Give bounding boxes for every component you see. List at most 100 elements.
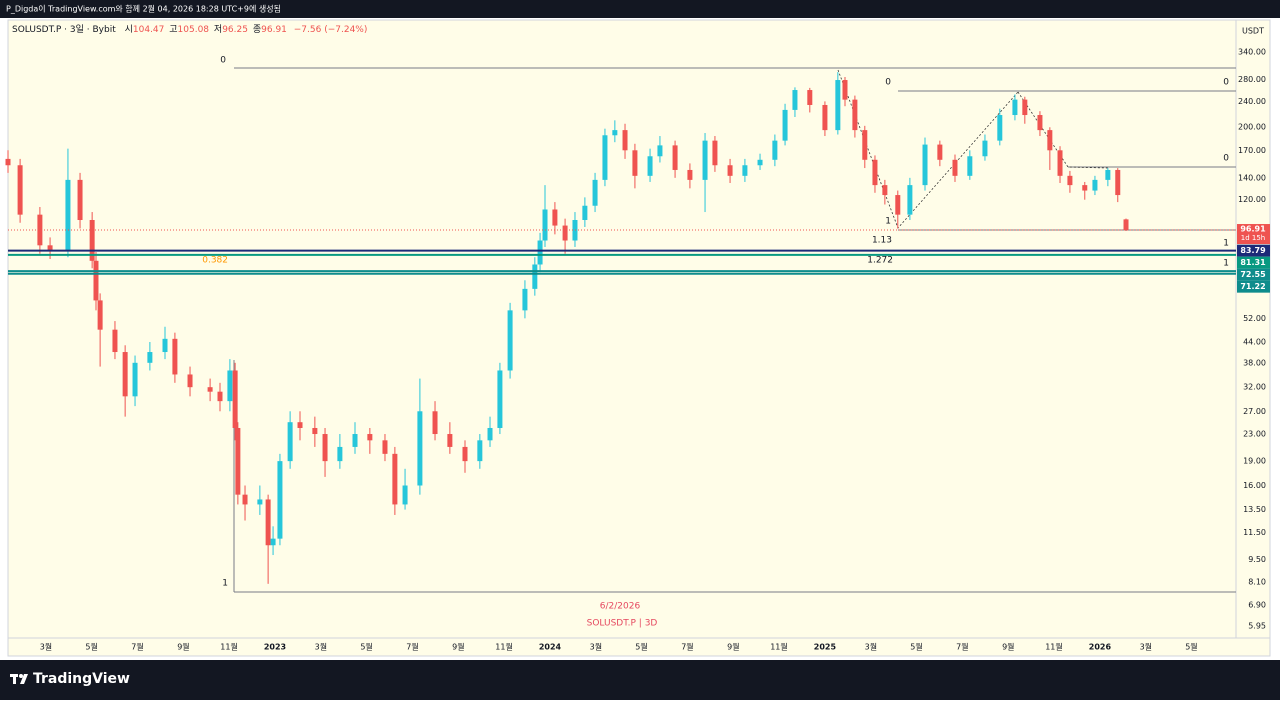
candle-body (147, 352, 153, 363)
y-tick-label: 38.00 (1243, 358, 1266, 367)
candle-body (647, 156, 653, 176)
candle-body (277, 461, 283, 539)
candle-body (727, 165, 733, 176)
candle-body (622, 130, 628, 151)
candle-body (1115, 169, 1121, 196)
bottom-bar (0, 660, 1280, 700)
x-tick-label: 3월 (865, 642, 877, 652)
candle-body (872, 159, 878, 186)
candle-body (93, 260, 99, 301)
candle-body (522, 288, 528, 311)
candle-body (497, 370, 503, 428)
annotations: 0 0.382 1 0 1 1.13 1.272 0 0 1 1 6/2/202… (202, 56, 1229, 629)
candle-body (417, 411, 423, 486)
last-price-box (1237, 224, 1270, 245)
candle-body (1047, 130, 1053, 151)
candle-body (572, 220, 578, 241)
candle-body (17, 165, 23, 215)
x-tick-label: 5월 (910, 642, 922, 652)
plot-area (7, 19, 1237, 639)
candle-body (5, 158, 11, 166)
x-tick-label: 9월 (727, 642, 739, 652)
candle-body (487, 427, 493, 441)
candle-body (312, 427, 318, 435)
candle-body (37, 214, 43, 246)
x-tick-label: 5월 (1185, 642, 1197, 652)
candle-body (807, 90, 813, 105)
ohlc-value: 96.91 (261, 25, 287, 35)
y-tick-label: 8.10 (1248, 578, 1266, 587)
candle-body (382, 440, 388, 454)
candle-body (242, 494, 248, 505)
candle-body (227, 370, 233, 402)
y-tick-label: 23.00 (1243, 430, 1266, 439)
logo-part (19, 674, 23, 678)
candle-body (112, 329, 118, 353)
candle-body (462, 446, 468, 462)
candle-body (997, 115, 1003, 141)
ohlc-value: 105.08 (178, 25, 210, 35)
y-tick-label: 27.00 (1243, 407, 1266, 416)
price-label: 83.79 (1240, 246, 1266, 255)
ohlc-prefix: 저 (214, 24, 222, 35)
candle-body (392, 453, 398, 505)
y-tick-label: 52.00 (1243, 314, 1266, 323)
y-tick-label: 11.50 (1243, 528, 1266, 537)
price-label: 72.55 (1240, 270, 1266, 279)
x-tick-label: 3월 (315, 642, 327, 652)
y-tick-label: 200.00 (1238, 123, 1266, 132)
candle-body (852, 99, 858, 131)
candle-body (542, 209, 548, 241)
y-tick-label: 280.00 (1238, 75, 1266, 84)
candle-body (532, 264, 538, 289)
candle-body (337, 446, 343, 462)
candle-body (582, 205, 588, 221)
top-bar (0, 0, 1280, 18)
candle-body (742, 165, 748, 176)
fib-label: 1 (885, 217, 891, 227)
candle-body (842, 80, 848, 100)
y-tick-label: 170.00 (1238, 146, 1266, 155)
fib-label: 1.13 (872, 236, 892, 246)
candle-body (47, 245, 53, 251)
time-axis (7, 637, 1271, 657)
x-tick-label: 5월 (360, 642, 372, 652)
candle-body (265, 499, 271, 546)
price-label-box (1237, 256, 1270, 269)
x-tick-label: 11월 (770, 642, 788, 652)
candle-body (967, 156, 973, 176)
candle-body (862, 130, 868, 160)
y-tick-label: 140.00 (1238, 173, 1266, 182)
y-tick-label: 16.00 (1243, 481, 1266, 490)
candle-body (1012, 99, 1018, 116)
y-tick-label: 5.95 (1248, 621, 1266, 630)
y-tick-label: 120.00 (1238, 195, 1266, 204)
x-tick-label: 2024 (539, 643, 562, 652)
legend: SOLUSDT.P · 3일 · Bybit 시104.47 고105.08 저… (12, 24, 367, 35)
candle-body (1082, 185, 1088, 191)
price-label: 71.22 (1240, 282, 1265, 291)
candle-body (952, 159, 958, 176)
candle-body (1105, 169, 1111, 180)
x-tick-label: 3월 (1140, 642, 1152, 652)
fib-label: 1.272 (867, 256, 893, 266)
candle-body (65, 179, 71, 251)
candle-body (907, 185, 913, 215)
candle-body (672, 145, 678, 170)
currency: USDT (1242, 27, 1264, 36)
candle-body (477, 440, 483, 462)
y-tick-label: 240.00 (1238, 97, 1266, 106)
candle-body (882, 185, 888, 196)
x-tick-label: 9월 (1002, 642, 1014, 652)
x-tick-label: 11월 (495, 642, 513, 652)
candle-body (632, 150, 638, 176)
last-price: 96.91 (1240, 225, 1266, 234)
x-tick-label: 2023 (264, 643, 286, 652)
symbol-note: SOLUSDT.P | 3D (587, 619, 658, 629)
candle-body (922, 144, 928, 186)
y-tick-label: 340.00 (1238, 47, 1266, 56)
candle-body (270, 538, 276, 546)
candle-body (507, 310, 513, 371)
candle-body (792, 90, 798, 110)
